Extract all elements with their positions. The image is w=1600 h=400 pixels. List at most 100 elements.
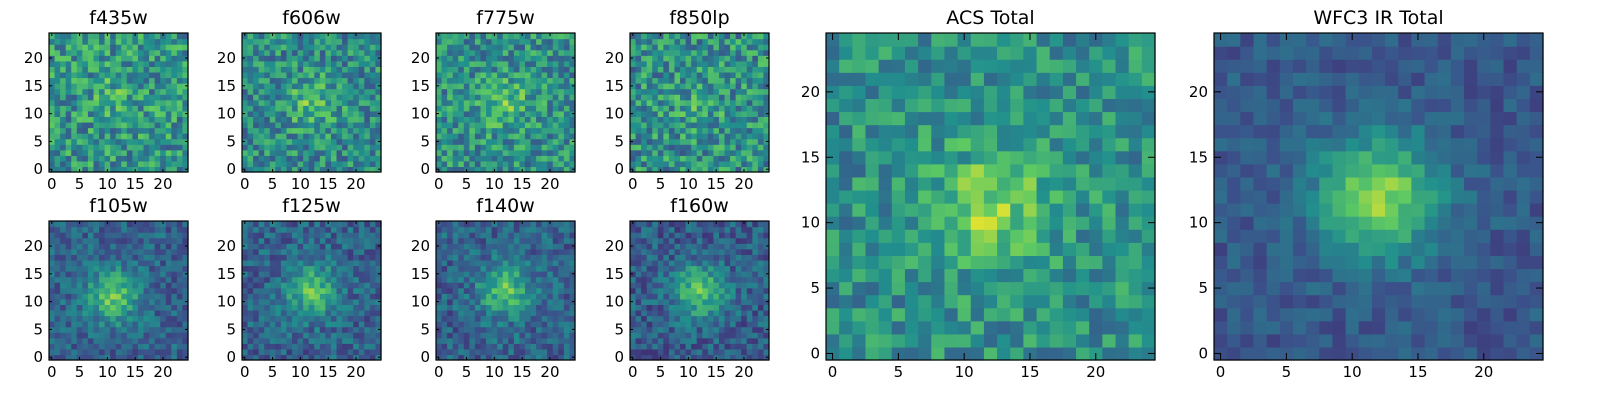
heatmap-cell <box>641 49 648 56</box>
heatmap-cell <box>342 99 349 106</box>
heatmap-cell <box>115 166 122 173</box>
heatmap-cell <box>286 321 293 328</box>
heatmap-cell <box>110 265 117 272</box>
heatmap-cell <box>696 298 703 305</box>
heatmap-cell <box>469 243 476 250</box>
heatmap-cell <box>536 133 543 140</box>
heatmap-cell <box>347 133 354 140</box>
heatmap-cell <box>347 271 354 278</box>
heatmap-cell <box>563 332 571 339</box>
heatmap-cell <box>757 160 765 168</box>
heatmap-cell <box>447 149 454 156</box>
heatmap-cell <box>353 309 360 317</box>
heatmap-cell <box>247 282 254 289</box>
heatmap-cell <box>369 248 377 255</box>
heatmap-cell <box>552 77 559 84</box>
heatmap-cell <box>724 127 731 134</box>
heatmap-cell <box>569 127 576 134</box>
heatmap-cell <box>364 127 371 134</box>
heatmap-cell <box>319 254 326 261</box>
heatmap-cell <box>49 321 56 328</box>
heatmap-cell <box>541 321 548 328</box>
heatmap-cell <box>724 160 731 168</box>
heatmap-cell <box>746 55 753 62</box>
heatmap-cell <box>691 38 698 45</box>
heatmap-cell <box>336 44 343 51</box>
heatmap-cell <box>336 298 343 305</box>
heatmap-cell <box>447 55 454 62</box>
heatmap-cell <box>242 66 249 73</box>
heatmap-cell <box>364 60 371 67</box>
heatmap-cell <box>143 77 150 84</box>
heatmap-cell <box>325 66 332 73</box>
heatmap-cell <box>149 160 156 168</box>
heatmap-cell <box>447 259 454 267</box>
heatmap-cell <box>292 282 299 289</box>
heatmap-cell <box>735 304 742 311</box>
heatmap-cell <box>65 83 72 90</box>
heatmap-cell <box>752 133 759 140</box>
heatmap-cell <box>253 293 260 300</box>
heatmap-cell <box>508 293 515 300</box>
heatmap-cell <box>121 298 128 305</box>
heatmap-cell <box>253 138 260 145</box>
heatmap-cell <box>685 116 692 123</box>
heatmap-cell <box>369 71 377 79</box>
heatmap-cell <box>269 33 276 40</box>
heatmap-cell <box>635 337 642 344</box>
heatmap-cell <box>552 348 559 356</box>
heatmap-cell <box>524 226 532 233</box>
heatmap-cell <box>763 105 770 112</box>
heatmap-cell <box>491 248 498 255</box>
heatmap-cell <box>652 38 659 45</box>
heatmap-cell <box>469 276 476 283</box>
heatmap-cell <box>680 33 687 40</box>
heatmap-cell <box>757 133 765 140</box>
heatmap-cell <box>519 110 526 117</box>
heatmap-cell <box>182 221 189 228</box>
heatmap-cell <box>82 265 89 272</box>
heatmap-cell <box>325 265 332 272</box>
heatmap-cell <box>724 55 731 62</box>
heatmap-cell <box>264 44 271 51</box>
heatmap-cell <box>104 332 111 339</box>
heatmap-cell <box>87 282 95 289</box>
heatmap-cell <box>508 237 515 244</box>
heatmap-cell <box>137 243 145 250</box>
heatmap-cell <box>154 55 161 62</box>
heatmap-cell <box>652 276 659 283</box>
heatmap-cell <box>258 44 265 51</box>
heatmap-cell <box>60 55 67 62</box>
heatmap-cell <box>314 309 321 317</box>
heatmap-cell <box>757 326 765 333</box>
heatmap-cell <box>519 226 526 233</box>
heatmap-cell <box>441 127 448 134</box>
heatmap-cell <box>60 354 67 361</box>
heatmap-cell <box>364 88 371 95</box>
heatmap-cell <box>242 315 249 322</box>
heatmap-cell <box>558 243 565 250</box>
y-tick-label: 20 <box>411 49 430 67</box>
heatmap-cell <box>452 33 459 40</box>
heatmap-cell <box>115 354 122 361</box>
heatmap-cell <box>358 77 365 84</box>
heatmap-cell <box>635 66 642 73</box>
heatmap-cell <box>115 254 122 261</box>
heatmap-cell <box>87 83 95 90</box>
heatmap-cell <box>474 55 482 62</box>
heatmap-cell <box>552 116 559 123</box>
heatmap-cell <box>519 44 526 51</box>
heatmap-cell <box>71 237 78 244</box>
heatmap-cell <box>724 149 731 156</box>
heatmap-cell <box>330 71 338 79</box>
heatmap-cell <box>436 55 443 62</box>
heatmap-cell <box>121 138 128 145</box>
heatmap-cell <box>375 49 382 56</box>
heatmap-cell <box>253 144 260 151</box>
heatmap-cell <box>558 99 565 106</box>
heatmap-cell <box>93 298 100 305</box>
heatmap-cell <box>685 348 692 356</box>
heatmap-cell <box>375 77 382 84</box>
heatmap-cell <box>364 38 371 45</box>
heatmap-cell <box>641 138 648 145</box>
